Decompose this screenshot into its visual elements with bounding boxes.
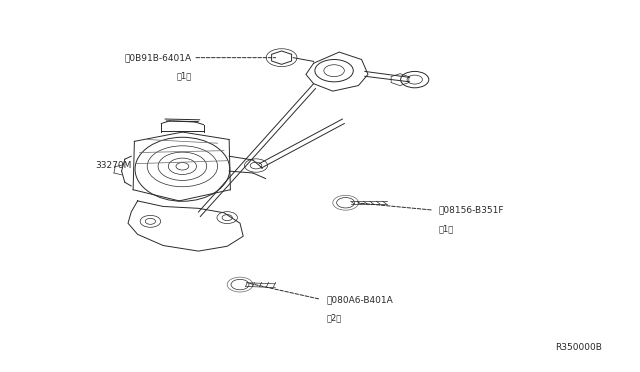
Text: Ⓒ080A6-B401A: Ⓒ080A6-B401A bbox=[326, 295, 393, 304]
Text: R350000B: R350000B bbox=[555, 343, 602, 352]
Text: 33270M: 33270M bbox=[95, 161, 131, 170]
Text: （1）: （1） bbox=[177, 72, 192, 81]
Text: （1）: （1） bbox=[438, 224, 454, 233]
Text: Ⓒ08156-B351F: Ⓒ08156-B351F bbox=[438, 206, 504, 215]
Text: （2）: （2） bbox=[326, 314, 342, 323]
Text: ⓝ0B91B-6401A: ⓝ0B91B-6401A bbox=[125, 53, 192, 62]
